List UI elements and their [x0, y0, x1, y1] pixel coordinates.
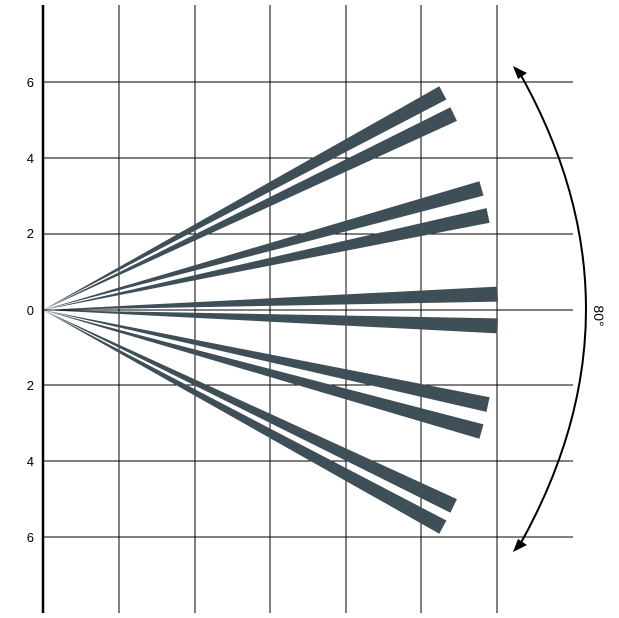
y-tick-label: 2 [27, 378, 34, 393]
y-tick-label: 6 [27, 75, 34, 90]
beams [43, 86, 498, 534]
y-tick-label: 6 [27, 530, 34, 545]
beam [43, 181, 484, 310]
beam [43, 310, 447, 534]
beam [43, 310, 457, 513]
y-tick-label: 0 [27, 303, 34, 318]
beam [43, 208, 490, 310]
grid [43, 5, 573, 613]
beam [43, 310, 498, 334]
beam [43, 86, 447, 310]
angle-label: 80° [591, 305, 607, 326]
beam [43, 310, 484, 439]
y-tick-label: 4 [27, 454, 34, 469]
coverage-arc: 80° [513, 66, 607, 552]
beam [43, 107, 457, 310]
y-axis-tick-labels: 6 4 2 0 2 4 6 [27, 75, 34, 545]
arc-arrowhead-top-icon [513, 66, 527, 79]
coverage-arc-path [517, 69, 587, 549]
y-tick-label: 2 [27, 226, 34, 241]
y-tick-label: 4 [27, 151, 34, 166]
arc-arrowhead-bottom-icon [513, 539, 527, 552]
beam [43, 310, 490, 412]
beam [43, 286, 498, 310]
